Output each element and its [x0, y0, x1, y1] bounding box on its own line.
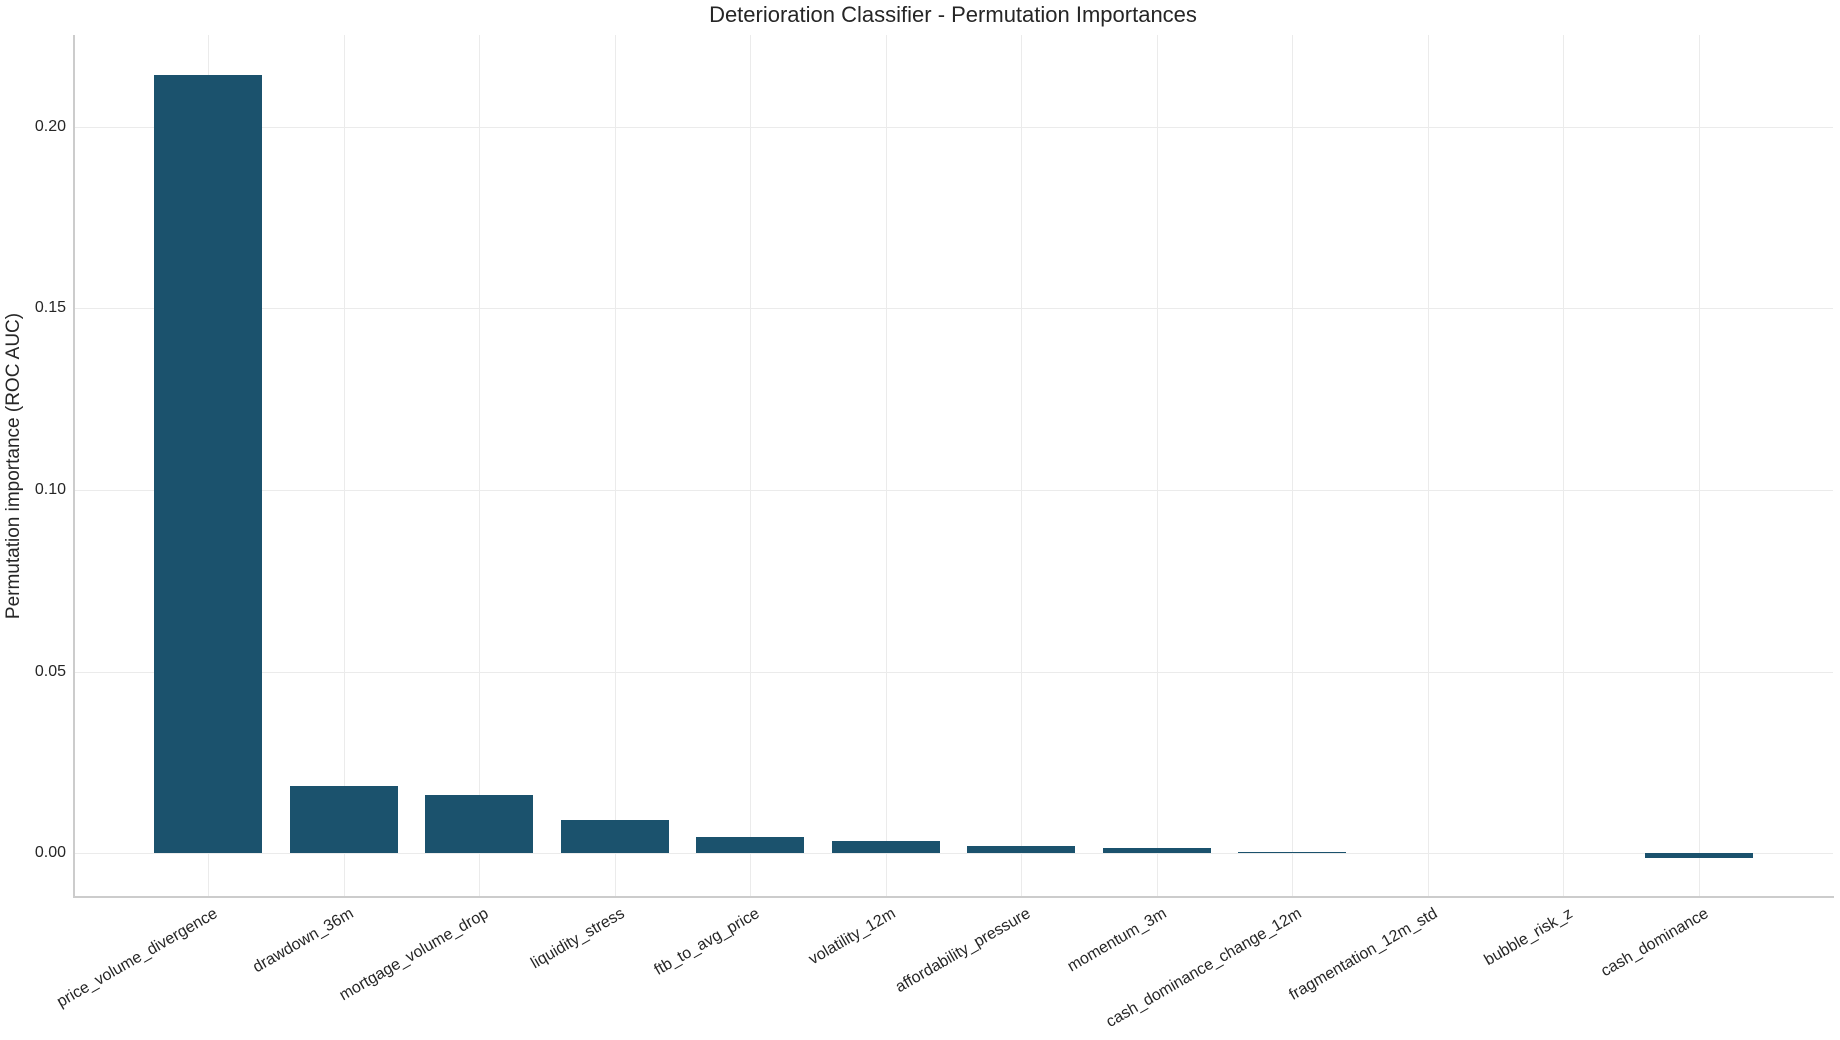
bar-drawdown_36m	[289, 785, 398, 854]
bar-cash_dominance_change_12m	[1238, 852, 1346, 854]
x-tick-label: liquidity_stress	[527, 905, 627, 973]
bar-momentum_3m	[1102, 847, 1211, 854]
h-gridline	[75, 308, 1833, 309]
x-tick-label: ftb_to_avg_price	[651, 905, 763, 979]
h-gridline	[75, 672, 1833, 673]
bar-volatility_12m	[831, 840, 940, 854]
h-gridline	[75, 853, 1833, 854]
v-gridline	[1292, 35, 1293, 896]
y-axis-spine	[73, 35, 75, 898]
y-axis-label: Permutation importance (ROC AUC)	[3, 312, 24, 620]
v-gridline	[479, 35, 480, 896]
x-tick-label: cash_dominance	[1597, 905, 1711, 981]
x-tick-label: price_volume_divergence	[54, 905, 221, 1011]
x-axis-spine	[73, 896, 1834, 898]
x-tick-label: fragmentation_12m_std	[1285, 905, 1440, 1004]
y-tick-label: 0.10	[34, 480, 66, 498]
v-gridline	[615, 35, 616, 896]
y-tick-label: 0.15	[34, 299, 66, 317]
v-gridline	[344, 35, 345, 896]
chart-title: Deterioration Classifier - Permutation I…	[709, 2, 1197, 27]
bar-affordability_pressure	[967, 846, 1075, 854]
x-tick-label: mortgage_volume_drop	[336, 905, 492, 1005]
bar-price_volume_divergence	[154, 74, 262, 854]
bar-liquidity_stress	[560, 819, 669, 854]
x-tick-label: drawdown_36m	[249, 905, 356, 977]
x-tick-label: volatility_12m	[805, 905, 898, 969]
y-tick-label: 0.05	[34, 662, 66, 680]
y-tick-label: 0.20	[34, 117, 66, 135]
v-gridline	[1563, 35, 1564, 896]
h-gridline	[75, 127, 1833, 128]
x-tick-label: affordability_pressure	[892, 905, 1034, 997]
v-gridline	[750, 35, 751, 896]
bar-cash_dominance	[1644, 853, 1753, 859]
bar-mortgage_volume_drop	[425, 794, 533, 854]
v-gridline	[886, 35, 887, 896]
y-tick-label: 0.00	[34, 844, 66, 862]
v-gridline	[1428, 35, 1429, 896]
v-gridline	[1157, 35, 1158, 896]
x-tick-label: momentum_3m	[1064, 905, 1169, 976]
v-gridline	[1021, 35, 1022, 896]
x-tick-label: bubble_risk_z	[1481, 905, 1576, 970]
h-gridline	[75, 490, 1833, 491]
bar-ftb_to_avg_price	[696, 837, 804, 854]
v-gridline	[1699, 35, 1700, 896]
